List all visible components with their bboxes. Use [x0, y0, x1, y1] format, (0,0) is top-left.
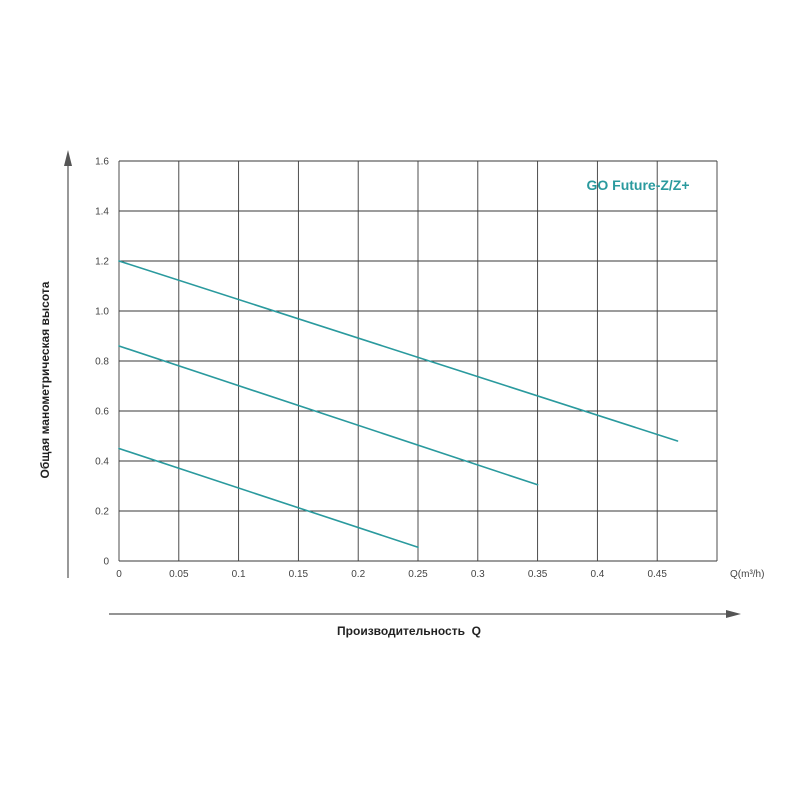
x-tick-label: 0.4	[590, 569, 604, 580]
x-tick-label: 0.3	[471, 569, 485, 580]
y-axis-title: Общая манометрическая высота	[38, 281, 52, 478]
tick-labels: 0 0.2 0.4 0.6 0.8 1.0 1.2 1.4 1.6 0 0.05 0.1 0.15 0.2…	[95, 157, 667, 581]
x-tick-label: 0.1	[232, 569, 246, 580]
x-tick-label: 0.25	[408, 569, 428, 580]
y-tick-label: 1.4	[95, 207, 109, 218]
y-tick-label: 0.4	[95, 457, 109, 468]
x-tick-label: 0.45	[647, 569, 667, 580]
y-axis-arrowhead	[64, 150, 72, 166]
series-line-2	[118, 345, 539, 486]
series-line-3	[118, 447, 419, 549]
x-axis-title: Производительность Q	[337, 624, 481, 638]
y-tick-label: 0.2	[95, 507, 109, 518]
y-tick-label: 0.8	[95, 357, 109, 368]
grid	[118, 160, 718, 562]
x-tick-label: 0.35	[528, 569, 548, 580]
y-tick-label: 1.0	[95, 307, 109, 318]
series-line-1	[118, 260, 679, 442]
y-tick-label: 0	[103, 557, 109, 568]
x-tick-label: 0.15	[289, 569, 309, 580]
x-axis-arrowhead	[726, 610, 741, 618]
x-unit-label: Q(m³/h)	[730, 569, 764, 580]
chart-title: GO Future-Z/Z+	[586, 177, 689, 193]
y-tick-label: 0.6	[95, 407, 109, 418]
x-tick-label: 0.05	[169, 569, 189, 580]
y-tick-label: 1.2	[95, 257, 109, 268]
series-lines	[118, 260, 679, 549]
x-tick-label: 0	[116, 569, 122, 580]
y-tick-label: 1.6	[95, 157, 109, 168]
x-tick-label: 0.2	[351, 569, 365, 580]
